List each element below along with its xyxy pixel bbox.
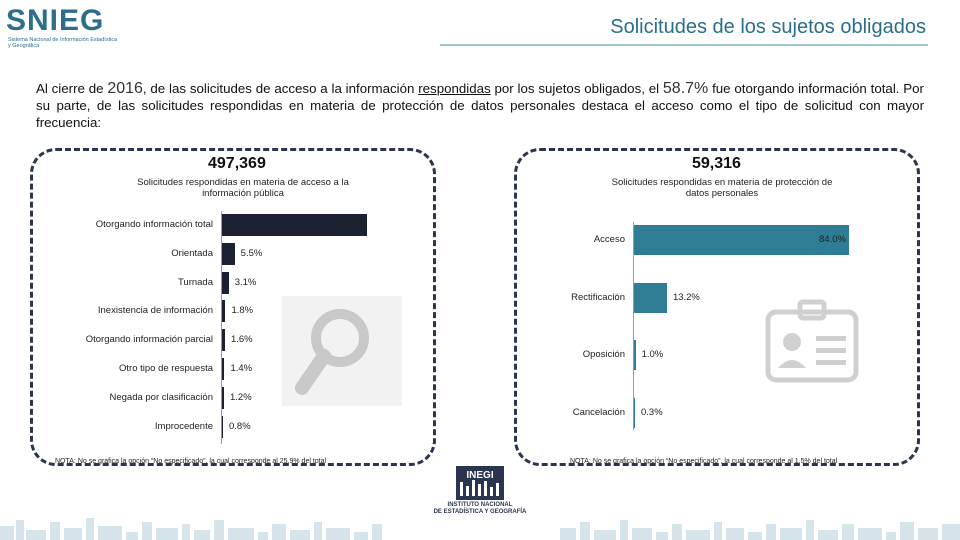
intro-paragraph: Al cierre de 2016, de las solicitudes de… <box>36 80 924 131</box>
inegi-name: INEGI <box>466 470 493 481</box>
bar <box>221 300 226 323</box>
value-label: 0.3% <box>641 406 663 418</box>
id-card-watermark-icon <box>765 299 859 383</box>
logo-subtitle: Sistema Nacional de Información Estadíst… <box>8 37 118 49</box>
category-label: Acceso <box>593 234 625 245</box>
value-label: 84.0% <box>819 234 846 245</box>
bar <box>221 415 223 438</box>
intro-underlined: respondidas <box>418 81 491 96</box>
inegi-full-name: INSTITUTO NACIONAL DE ESTADÍSTICA Y GEOG… <box>418 502 542 516</box>
value-label: 0.8% <box>229 420 251 432</box>
intro-part4: fue otorgando información total. Por su … <box>36 81 924 130</box>
value-label: 13.2% <box>672 291 700 303</box>
category-label: Rectificación <box>571 291 625 303</box>
category-label: Improcedente <box>154 420 213 432</box>
data-protection-total: 59,316 <box>692 155 741 172</box>
category-label: Orientada <box>171 247 213 259</box>
bar <box>221 386 224 409</box>
access-total: 497,369 <box>208 155 266 172</box>
value-label: 1.6% <box>230 334 253 346</box>
value-label: 5.5% <box>240 247 263 259</box>
access-chart-note: NOTA: No se grafica la opción “No especi… <box>55 458 327 465</box>
category-label: Negada por clasificación <box>109 391 213 403</box>
value-label: 58.7% <box>337 219 364 230</box>
category-label: Cancelación <box>572 406 625 418</box>
value-label: 1.8% <box>231 305 254 317</box>
access-chart-title: Solicitudes respondidas en materia de ac… <box>137 177 349 199</box>
magnifier-watermark-icon <box>282 296 402 406</box>
bar <box>633 340 636 370</box>
inegi-logo: INEGI INSTITUTO NACIONAL DE ESTADÍSTICA … <box>418 466 542 530</box>
data-protection-chart-axis <box>633 222 634 430</box>
category-label: Inexistencia de información <box>97 305 213 317</box>
title-divider <box>440 44 928 46</box>
bar <box>221 242 235 265</box>
intro-year: 2016 <box>107 80 143 97</box>
inegi-emblem-icon: INEGI <box>456 466 504 500</box>
bar <box>221 358 225 380</box>
snieg-logo: SNIEG Sistema Nacional de Información Es… <box>6 4 118 50</box>
intro-part1: Al cierre de <box>36 81 108 96</box>
access-panel-frame <box>30 148 436 466</box>
inegi-full-line1: INSTITUTO NACIONAL <box>447 502 513 508</box>
logo-text: SNIEG <box>6 4 105 37</box>
page-title: Solicitudes de los sujetos obligados <box>610 16 926 38</box>
value-label: 1.2% <box>229 391 252 403</box>
category-label: Otro tipo de respuesta <box>119 363 213 374</box>
category-label: Otorgando información total <box>95 219 213 230</box>
intro-percent: 58.7% <box>662 80 709 97</box>
access-chart-axis <box>221 211 222 444</box>
bar <box>221 214 367 236</box>
value-label: 3.1% <box>234 276 257 288</box>
bar <box>633 282 667 313</box>
data-protection-chart-title: Solicitudes respondidas en materia de pr… <box>611 177 833 199</box>
bar <box>633 225 849 255</box>
bar <box>221 271 229 294</box>
footer-decorative-band <box>0 518 960 540</box>
bar <box>633 397 635 428</box>
intro-part2: , de las solicitudes de acceso a la info… <box>142 81 419 96</box>
category-label: Otorgando información parcial <box>85 334 213 346</box>
bar <box>221 329 225 352</box>
data-protection-chart-note: NOTA: No se grafica la opción “No especi… <box>570 458 838 465</box>
value-label: 1.0% <box>641 349 664 360</box>
inegi-full-line2: DE ESTADÍSTICA Y GEOGRAFÍA <box>433 509 527 515</box>
category-label: Oposición <box>582 349 625 360</box>
value-label: 1.4% <box>230 363 253 374</box>
data-protection-panel-frame <box>514 148 920 466</box>
intro-part3: por los sujetos obligados, el <box>490 81 663 96</box>
category-label: Turnada <box>177 276 213 288</box>
